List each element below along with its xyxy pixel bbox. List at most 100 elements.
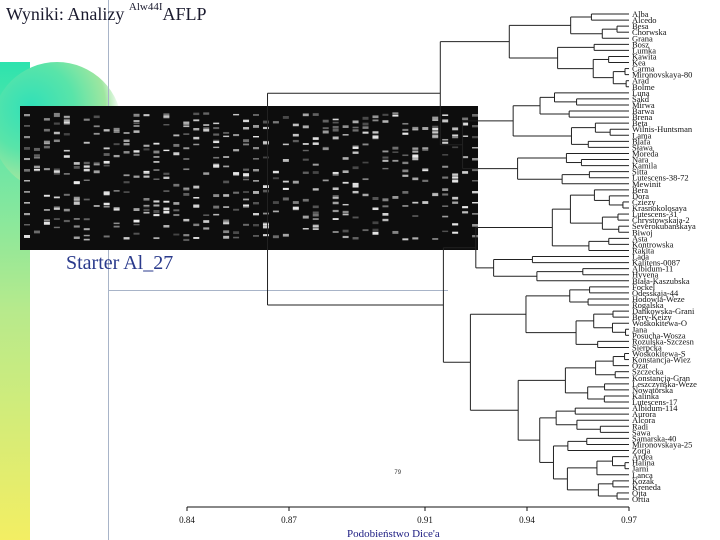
- gel-band: [452, 201, 459, 204]
- gel-band: [282, 115, 289, 119]
- leaf-label: Bosz: [632, 39, 649, 49]
- gel-band: [362, 131, 369, 134]
- gel-band: [272, 210, 279, 213]
- gel-band: [223, 165, 230, 168]
- gel-band: [282, 159, 289, 162]
- gel-band: [163, 113, 170, 116]
- gel-band: [173, 183, 180, 187]
- leaf-label: Blafa: [632, 136, 651, 146]
- gel-band: [83, 234, 90, 237]
- gel-band: [432, 134, 439, 137]
- gel-band: [53, 115, 60, 118]
- gel-band: [452, 127, 459, 131]
- gel-band: [183, 158, 190, 160]
- leaf-label: Fockel: [632, 282, 656, 292]
- gel-band: [113, 190, 120, 192]
- gel-band: [342, 181, 349, 184]
- gel-band: [472, 158, 478, 161]
- gel-band: [302, 158, 309, 161]
- leaf-label: Jana: [632, 324, 647, 334]
- gel-band: [73, 165, 80, 169]
- gel-band: [262, 126, 269, 130]
- gel-band: [163, 200, 170, 203]
- gel-band: [213, 146, 220, 149]
- gel-band: [342, 134, 349, 136]
- gel-band: [322, 147, 329, 150]
- gel-electrophoresis-image: [20, 106, 478, 250]
- gel-band: [402, 205, 409, 207]
- gel-band: [53, 196, 60, 199]
- gel-band: [262, 156, 269, 159]
- gel-band: [372, 134, 379, 137]
- gel-band: [63, 120, 70, 123]
- leaf-label: Mewinit: [632, 179, 661, 189]
- gel-band: [312, 213, 319, 217]
- gel-band: [103, 153, 110, 156]
- gel-band: [332, 118, 339, 121]
- gel-band: [472, 235, 478, 238]
- gel-band: [243, 127, 250, 130]
- gel-band: [462, 117, 469, 121]
- gel-band: [163, 149, 170, 152]
- gel-band: [262, 212, 269, 215]
- gel-band: [342, 170, 349, 174]
- gel-band: [223, 156, 230, 158]
- gel-band: [282, 143, 289, 146]
- gel-band: [53, 170, 60, 173]
- gel-band: [392, 112, 399, 115]
- gel-band: [332, 201, 339, 205]
- leaf-label: Bery-Keizy: [632, 312, 672, 322]
- gel-band: [372, 119, 379, 122]
- gel-band: [322, 179, 329, 182]
- gel-band: [83, 179, 90, 181]
- leaf-label: Posucha-Wosza: [632, 330, 686, 340]
- gel-band: [233, 172, 240, 176]
- gel-band: [332, 218, 339, 220]
- gel-band: [372, 119, 379, 121]
- leaf-label: Jarni: [632, 464, 649, 474]
- gel-band: [253, 147, 259, 150]
- gel-band: [53, 172, 60, 175]
- gel-band: [422, 127, 429, 130]
- gel-band: [33, 230, 40, 234]
- gel-band: [292, 180, 299, 184]
- gel-band: [262, 222, 269, 226]
- gel-band: [462, 122, 469, 126]
- gel-band: [193, 112, 200, 116]
- gel-band: [462, 206, 469, 209]
- gel-band: [153, 200, 160, 203]
- gel-band: [193, 223, 200, 227]
- leaf-label: Halina: [632, 458, 655, 468]
- gel-band: [63, 208, 70, 212]
- leaf-label: Biała-Kaszubska: [632, 276, 690, 286]
- gel-band: [93, 132, 100, 135]
- gel-band: [452, 136, 459, 139]
- gel-band: [372, 132, 379, 134]
- gel-band: [332, 196, 339, 200]
- gel-band: [173, 233, 180, 236]
- gel-band: [432, 192, 439, 196]
- gel-band: [382, 159, 389, 162]
- gel-band: [332, 125, 339, 129]
- x-tick-label: 0.94: [519, 515, 535, 525]
- leaf-label: Sawa: [632, 427, 651, 437]
- gel-band: [53, 168, 60, 172]
- gel-band: [203, 127, 210, 130]
- gel-band: [123, 181, 130, 184]
- gel-band: [262, 234, 269, 237]
- gel-band: [322, 130, 329, 134]
- leaf-label: Woskokitewa-O: [632, 318, 687, 328]
- gel-band: [432, 119, 439, 121]
- gel-band: [302, 149, 309, 152]
- gel-band: [402, 128, 409, 131]
- gel-band: [113, 130, 120, 133]
- gel-band: [253, 202, 259, 205]
- gel-band: [243, 223, 250, 226]
- gel-band: [452, 179, 459, 183]
- gel-band: [312, 226, 319, 229]
- gel-band: [422, 168, 429, 171]
- gel-band: [302, 228, 309, 230]
- title-end: AFLP: [162, 4, 207, 24]
- gel-band: [63, 149, 70, 152]
- gel-band: [243, 139, 250, 143]
